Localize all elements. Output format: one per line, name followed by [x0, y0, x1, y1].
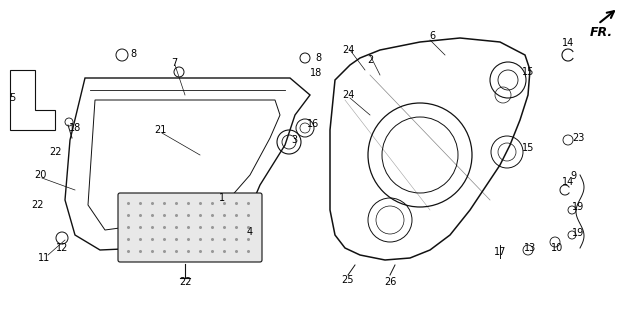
- Text: 5: 5: [9, 93, 15, 103]
- Text: 2: 2: [367, 55, 373, 65]
- Text: 18: 18: [310, 68, 322, 78]
- Text: 4: 4: [247, 227, 253, 237]
- Circle shape: [56, 232, 68, 244]
- Text: 14: 14: [562, 38, 574, 48]
- Text: 15: 15: [522, 143, 534, 153]
- Text: 13: 13: [524, 243, 536, 253]
- Text: 18: 18: [69, 123, 81, 133]
- Text: 16: 16: [307, 119, 319, 129]
- Text: 1: 1: [219, 193, 225, 203]
- Text: 19: 19: [572, 202, 584, 212]
- Text: 15: 15: [522, 67, 534, 77]
- Text: 26: 26: [384, 277, 396, 287]
- Text: 25: 25: [342, 275, 355, 285]
- Text: 22: 22: [179, 277, 191, 287]
- Text: 22: 22: [49, 147, 61, 157]
- Text: 22: 22: [32, 200, 44, 210]
- Text: 7: 7: [171, 58, 177, 68]
- Text: 6: 6: [429, 31, 435, 41]
- Text: 10: 10: [551, 243, 563, 253]
- FancyBboxPatch shape: [118, 193, 262, 262]
- Text: 23: 23: [572, 133, 584, 143]
- Text: 17: 17: [494, 247, 506, 257]
- Text: 9: 9: [570, 171, 576, 181]
- Text: 24: 24: [342, 45, 354, 55]
- Text: 11: 11: [38, 253, 50, 263]
- Text: 19: 19: [572, 228, 584, 238]
- Text: 12: 12: [56, 243, 68, 253]
- Text: 8: 8: [130, 49, 136, 59]
- Text: FR.: FR.: [590, 26, 613, 39]
- Text: 21: 21: [154, 125, 166, 135]
- Text: 14: 14: [562, 177, 574, 187]
- Text: 24: 24: [342, 90, 354, 100]
- Text: 20: 20: [34, 170, 46, 180]
- Text: 8: 8: [315, 53, 321, 63]
- Text: 3: 3: [291, 135, 297, 145]
